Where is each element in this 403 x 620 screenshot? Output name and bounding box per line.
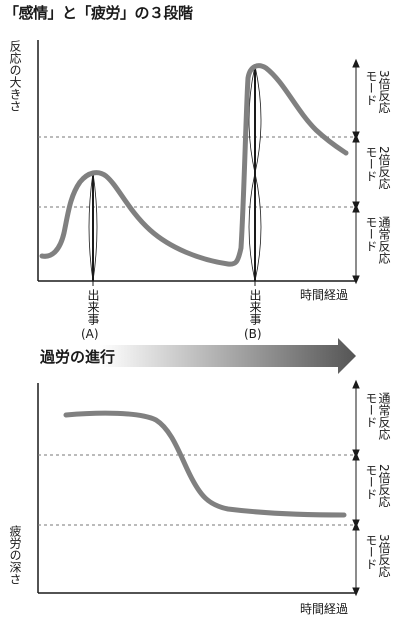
bottom-y-axis-label: 疲労の深さ [8,525,22,585]
top-reaction-curve [39,63,349,267]
bottom-x-axis-label: 時間経過 [300,602,349,616]
top-y-axis-label: 反応の大きさ [8,40,22,112]
top-mode-1x: 通常反応 モード [364,216,391,264]
event-b-tag: (B) [244,327,262,341]
event-a-tag: (A) [81,327,99,341]
bottom-mode-2x-line1: 2倍反応 [377,464,391,508]
top-mode-2x: 2倍反応 モード [364,146,391,190]
bottom-mode-3x-line1: 3倍反応 [377,534,391,578]
top-mode-3x: 3倍反応 モード [364,70,391,114]
event-b-label: 出来事 [248,289,262,325]
page-title: 「感情」と「疲労」の３段階 [4,4,193,22]
top-mode-3x-line1: 3倍反応 [377,70,391,114]
top-x-axis-label: 時間経過 [300,288,349,302]
top-mode-2x-line2: モード [364,146,378,182]
top-mode-2x-line1: 2倍反応 [377,146,391,190]
bottom-mode-bracket [352,379,360,597]
bottom-graph [37,379,360,597]
top-mode-bracket [352,58,360,285]
bottom-mode-1x: 通常反応 モード [364,392,391,440]
top-mode-3x-line2: モード [364,70,378,106]
top-graph [37,40,360,286]
bottom-mode-1x-line2: モード [364,392,378,428]
event-a-label: 出来事 [86,289,100,325]
top-mode-1x-line1: 通常反応 [377,216,391,264]
progress-arrow [100,338,356,374]
progress-arrow-label: 過労の進行 [40,348,116,366]
bottom-fatigue-curve [63,410,347,518]
bottom-mode-1x-line1: 通常反応 [377,392,391,440]
bottom-mode-3x-line2: モード [364,534,378,570]
event-a-marker [88,172,98,282]
bottom-mode-2x-line2: モード [364,464,378,500]
bottom-mode-3x: 3倍反応 モード [364,534,391,578]
top-mode-1x-line2: モード [364,216,378,252]
bottom-mode-2x: 2倍反応 モード [364,464,391,508]
event-b-marker [248,65,262,282]
